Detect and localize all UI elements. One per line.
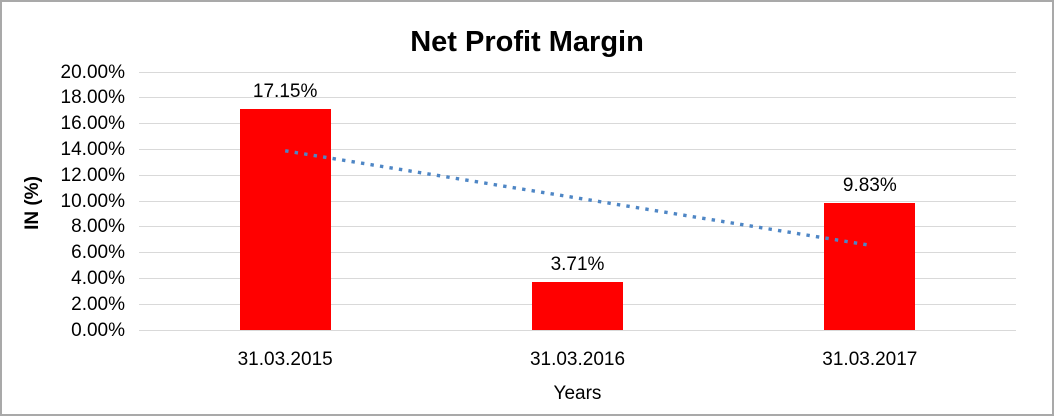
bar-31.03.2015	[239, 108, 331, 330]
y-tick-label: 16.00%	[60, 113, 125, 135]
x-tick-label: 31.03.2017	[822, 349, 918, 370]
gridline	[139, 71, 1016, 73]
chart-title: Net Profit Margin	[410, 26, 644, 58]
y-tick-label: 6.00%	[71, 242, 125, 264]
gridline	[139, 123, 1016, 125]
y-tick-label: 10.00%	[60, 190, 125, 212]
y-tick-label: 20.00%	[60, 61, 125, 83]
y-tick-label: 14.00%	[60, 138, 125, 160]
x-axis-title: Years	[553, 383, 602, 404]
y-tick-label: 8.00%	[71, 216, 125, 238]
gridline	[139, 252, 1016, 254]
y-tick-label: 4.00%	[71, 267, 125, 289]
gridline	[139, 277, 1016, 279]
bar-31.03.2016	[532, 282, 623, 330]
y-tick-label: 18.00%	[60, 87, 125, 109]
y-tick-label: 2.00%	[71, 293, 125, 315]
bar-data-label: 9.83%	[842, 175, 897, 197]
y-tick-label: 0.00%	[71, 319, 125, 341]
x-tick-label: 31.03.2016	[529, 349, 626, 370]
y-tick-label: 12.00%	[60, 164, 125, 186]
bar-data-label: 3.71%	[550, 254, 605, 276]
gridline	[139, 97, 1016, 99]
gridline	[139, 329, 1016, 331]
x-tick-label: 31.03.2015	[237, 349, 333, 370]
bar-31.03.2017	[824, 203, 916, 330]
bar-data-label: 17.15%	[252, 80, 318, 102]
